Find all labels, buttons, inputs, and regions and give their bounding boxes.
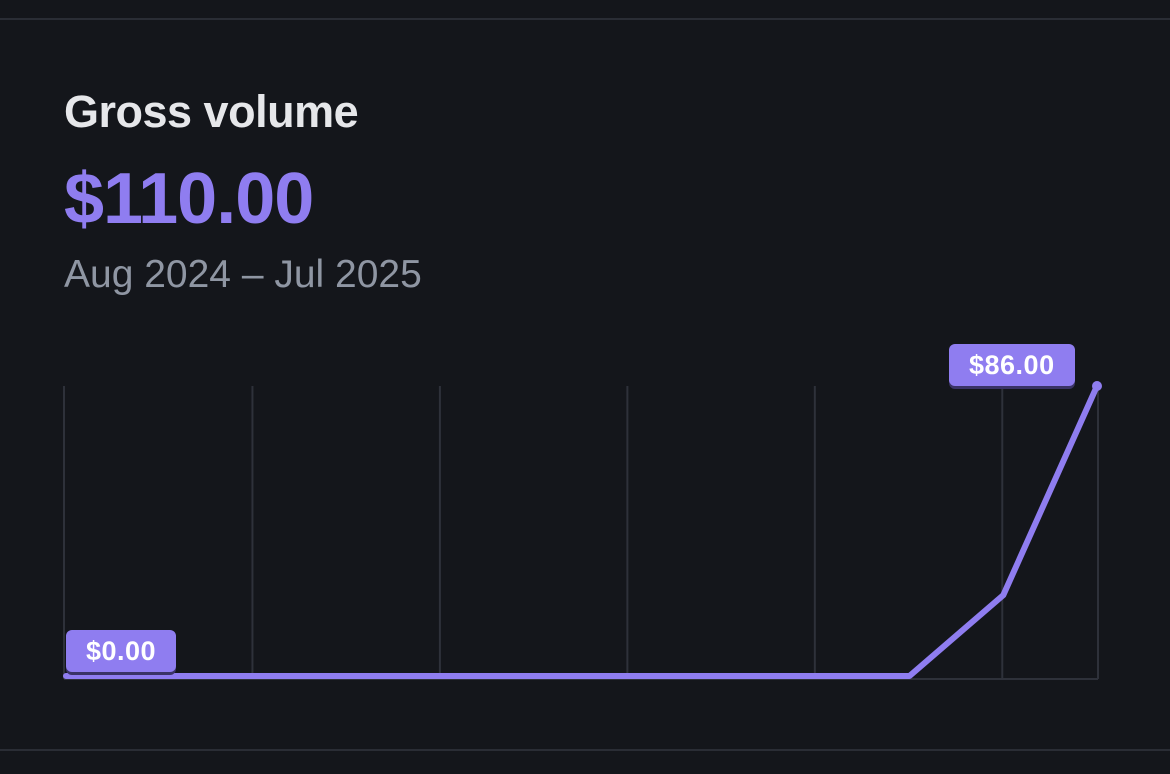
top-divider xyxy=(0,18,1170,20)
card-title: Gross volume xyxy=(64,86,359,137)
bottom-divider xyxy=(0,749,1170,751)
start-value-label: $0.00 xyxy=(66,630,177,672)
date-range: Aug 2024 – Jul 2025 xyxy=(64,253,422,296)
gross-volume-chart: $0.00 $86.00 xyxy=(0,320,1170,740)
end-value-label: $86.00 xyxy=(949,344,1075,386)
gross-volume-amount: $110.00 xyxy=(64,159,314,239)
line-chart xyxy=(63,381,1102,680)
data-point xyxy=(1092,381,1102,391)
series-line xyxy=(63,383,1100,679)
gross-volume-card[interactable]: Gross volume $110.00 Aug 2024 – Jul 2025… xyxy=(0,20,1170,749)
